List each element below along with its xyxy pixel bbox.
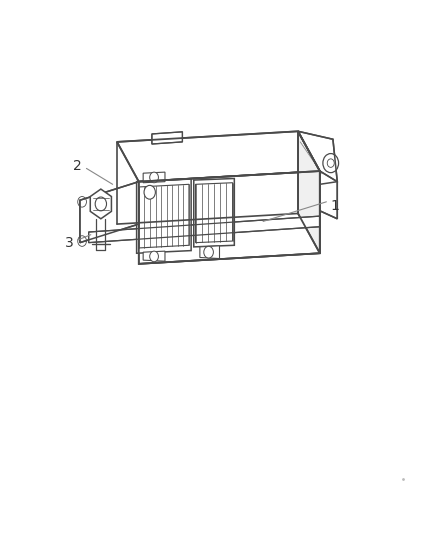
Polygon shape	[297, 131, 336, 184]
Polygon shape	[117, 131, 319, 182]
Circle shape	[322, 154, 338, 173]
Polygon shape	[152, 132, 182, 144]
Polygon shape	[80, 182, 138, 243]
Polygon shape	[143, 172, 165, 183]
Text: 2: 2	[73, 159, 82, 173]
Polygon shape	[319, 171, 336, 219]
Circle shape	[203, 246, 213, 258]
Polygon shape	[138, 171, 319, 264]
Circle shape	[149, 172, 158, 183]
Polygon shape	[193, 179, 234, 247]
Polygon shape	[143, 251, 165, 261]
Circle shape	[144, 185, 155, 199]
Polygon shape	[199, 246, 219, 259]
Polygon shape	[90, 189, 111, 219]
Polygon shape	[88, 216, 319, 243]
Circle shape	[149, 251, 158, 262]
Text: 1: 1	[330, 198, 339, 213]
Polygon shape	[136, 179, 191, 253]
Text: 3: 3	[64, 236, 73, 249]
Polygon shape	[297, 131, 319, 253]
